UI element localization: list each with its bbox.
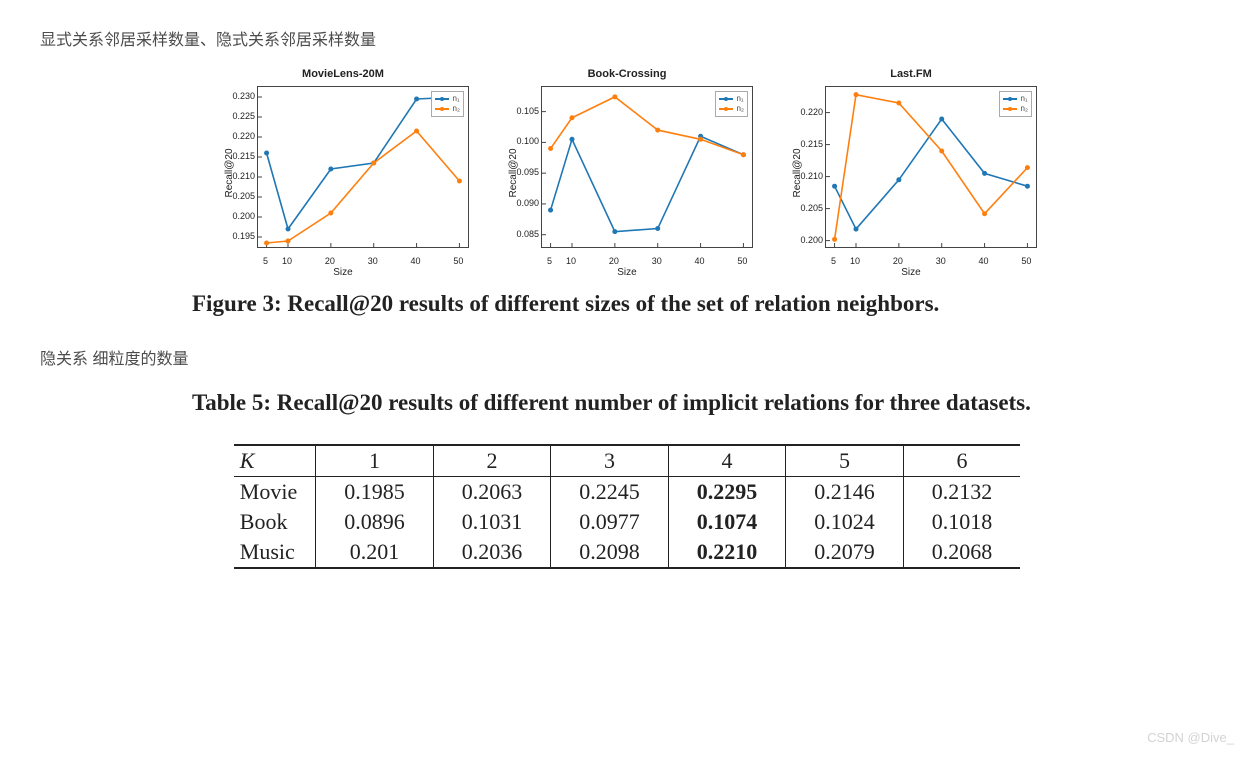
y-tick: 0.195 (223, 231, 255, 241)
chart-0: MovieLens-20MRecall@20Size0.1950.2000.20… (203, 68, 483, 278)
table-header-cell: 2 (433, 445, 551, 477)
y-tick: 0.100 (507, 136, 539, 146)
table-cell: 0.1985 (316, 477, 434, 508)
x-axis-label: Size (203, 267, 483, 278)
y-tick: 0.220 (791, 107, 823, 117)
y-tick: 0.225 (223, 111, 255, 121)
table-row-label: Book (234, 507, 316, 537)
plot-area: n₁n₂ (257, 86, 469, 248)
plot-area: n₁n₂ (541, 86, 753, 248)
table-row-label: Movie (234, 477, 316, 508)
table-header-cell: 3 (551, 445, 669, 477)
chart-title: Last.FM (771, 68, 1051, 80)
y-tick: 0.095 (507, 167, 539, 177)
table-cell: 0.2068 (903, 537, 1020, 568)
figure-3-caption: Figure 3: Recall@20 results of different… (192, 288, 1062, 319)
x-tick: 40 (695, 256, 705, 266)
table-cell: 0.2098 (551, 537, 669, 568)
legend: n₁n₂ (999, 91, 1032, 117)
table-5-caption: Table 5: Recall@20 results of different … (192, 387, 1062, 418)
table-header-cell: 1 (316, 445, 434, 477)
y-tick: 0.200 (791, 235, 823, 245)
y-tick: 0.230 (223, 91, 255, 101)
x-tick: 40 (979, 256, 989, 266)
y-tick: 0.210 (223, 171, 255, 181)
table-cell: 0.1018 (903, 507, 1020, 537)
legend: n₁n₂ (715, 91, 748, 117)
table-cell: 0.1074 (668, 507, 786, 537)
chart-2: Last.FMRecall@20Size0.2000.2050.2100.215… (771, 68, 1051, 278)
x-tick: 50 (737, 256, 747, 266)
table-5: K123456Movie0.19850.20630.22450.22950.21… (234, 444, 1020, 569)
chart-1: Book-CrossingRecall@20Size0.0850.0900.09… (487, 68, 767, 278)
plot-area: n₁n₂ (825, 86, 1037, 248)
y-tick: 0.215 (791, 139, 823, 149)
table-row-label: Music (234, 537, 316, 568)
x-tick: 5 (263, 256, 268, 266)
y-tick: 0.085 (507, 229, 539, 239)
y-tick: 0.090 (507, 198, 539, 208)
table-cell: 0.2036 (433, 537, 551, 568)
x-axis-label: Size (487, 267, 767, 278)
intro-text-1: 显式关系邻居采样数量、隐式关系邻居采样数量 (40, 26, 1214, 50)
y-tick: 0.105 (507, 106, 539, 116)
table-cell: 0.1024 (786, 507, 904, 537)
table-cell: 0.2210 (668, 537, 786, 568)
intro-text-2: 隐关系 细粒度的数量 (40, 345, 1214, 369)
x-axis-label: Size (771, 267, 1051, 278)
x-tick: 30 (936, 256, 946, 266)
table-cell: 0.2079 (786, 537, 904, 568)
x-tick: 50 (1021, 256, 1031, 266)
x-tick: 20 (893, 256, 903, 266)
x-tick: 10 (566, 256, 576, 266)
table-header-cell: 4 (668, 445, 786, 477)
table-cell: 0.201 (316, 537, 434, 568)
y-tick: 0.220 (223, 131, 255, 141)
table-cell: 0.2146 (786, 477, 904, 508)
table-header-cell: 6 (903, 445, 1020, 477)
y-tick: 0.210 (791, 171, 823, 181)
x-tick: 5 (547, 256, 552, 266)
table-cell: 0.2245 (551, 477, 669, 508)
x-tick: 30 (368, 256, 378, 266)
chart-title: Book-Crossing (487, 68, 767, 80)
x-tick: 40 (411, 256, 421, 266)
table-header-cell: 5 (786, 445, 904, 477)
x-tick: 20 (609, 256, 619, 266)
x-tick: 5 (831, 256, 836, 266)
y-tick: 0.205 (791, 203, 823, 213)
watermark: CSDN @Dive_ (1147, 730, 1234, 745)
x-tick: 20 (325, 256, 335, 266)
table-cell: 0.1031 (433, 507, 551, 537)
table-cell: 0.2063 (433, 477, 551, 508)
table-cell: 0.0977 (551, 507, 669, 537)
y-tick: 0.205 (223, 191, 255, 201)
y-tick: 0.215 (223, 151, 255, 161)
y-tick: 0.200 (223, 211, 255, 221)
figure-3-charts: MovieLens-20MRecall@20Size0.1950.2000.20… (40, 68, 1214, 278)
x-tick: 30 (652, 256, 662, 266)
x-tick: 10 (282, 256, 292, 266)
table-cell: 0.0896 (316, 507, 434, 537)
x-tick: 50 (453, 256, 463, 266)
chart-title: MovieLens-20M (203, 68, 483, 80)
table-cell: 0.2132 (903, 477, 1020, 508)
table-header-cell: K (234, 445, 316, 477)
x-tick: 10 (850, 256, 860, 266)
table-cell: 0.2295 (668, 477, 786, 508)
legend: n₁n₂ (431, 91, 464, 117)
